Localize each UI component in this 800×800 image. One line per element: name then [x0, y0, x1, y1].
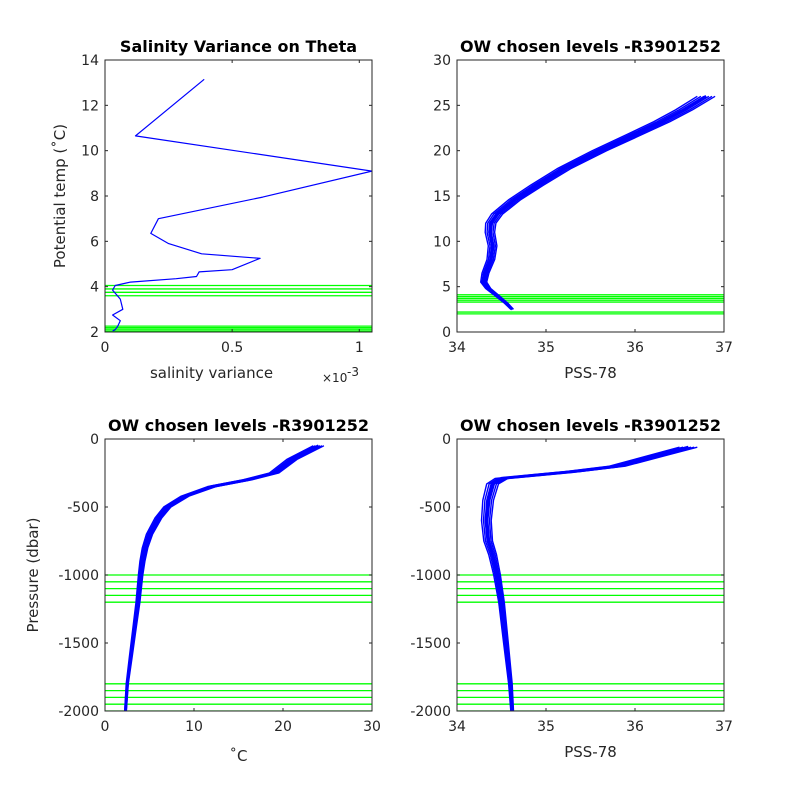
x-tick-label: 35: [537, 719, 555, 735]
x-tick-label: 34: [448, 719, 466, 735]
chart-title: OW chosen levels -R3901252: [460, 416, 721, 435]
panel-pressure-salinity: 34 35 36 37 -2000 -1500 -1000 -500 0 OW chosen le…: [410, 416, 733, 761]
y-axis-label: Pressure (dbar): [24, 518, 42, 633]
x-tick-label: 0: [101, 340, 110, 356]
y-tick-label: 15: [433, 189, 451, 205]
y-tick-label: -500: [67, 500, 99, 516]
y-tick-label: 6: [90, 234, 99, 250]
y-tick-label: 10: [81, 144, 99, 160]
x-axis-label: ˚C: [230, 747, 248, 765]
x-tick-label: 37: [715, 719, 733, 735]
profile-line: [488, 446, 695, 711]
variance-line: [111, 78, 372, 332]
plot-area: [457, 445, 724, 711]
x-tick-label: 34: [448, 340, 466, 356]
profile-line: [485, 446, 689, 711]
y-tick-label: 0: [90, 432, 99, 448]
profile-line: [486, 95, 716, 310]
y-tick-label: 2: [90, 325, 99, 341]
profile-core-line: [482, 95, 707, 311]
profile-core-line: [484, 445, 689, 711]
y-tick-label: 10: [433, 234, 451, 250]
y-axis-label: Potential temp (˚C): [51, 124, 69, 268]
axes-frame: [104, 59, 373, 333]
x-tick-label: 0.5: [221, 340, 243, 356]
x-tick-label: 10: [185, 719, 203, 735]
y-tick-label: -2000: [58, 704, 99, 720]
profile-line: [487, 446, 692, 711]
y-tick-label: 8: [90, 189, 99, 205]
chart-title: Salinity Variance on Theta: [120, 37, 357, 56]
x-tick-label: 1: [355, 340, 364, 356]
y-tick-label: 12: [81, 98, 99, 114]
x-axis-label: PSS-78: [564, 743, 617, 761]
y-tick-label: -1500: [410, 636, 451, 652]
axes-frame: [456, 59, 725, 333]
x-tick-label: 37: [715, 340, 733, 356]
plot-area: [105, 78, 372, 332]
y-tick-label: -1000: [410, 568, 451, 584]
profile-line: [480, 95, 698, 310]
x-tick-label: 36: [626, 719, 644, 735]
x-tick-label: 35: [537, 340, 555, 356]
y-tick-label: -1500: [58, 636, 99, 652]
y-tick-label: 20: [433, 144, 451, 160]
y-tick-label: 4: [90, 280, 99, 296]
profile-line: [485, 95, 713, 310]
x-exponent-power: -3: [347, 365, 359, 379]
y-tick-label: 14: [81, 53, 99, 69]
profile-line: [483, 95, 710, 310]
y-tick-label: -500: [419, 500, 451, 516]
x-axis-label: salinity variance: [150, 364, 273, 382]
profile-line: [484, 446, 687, 711]
y-tick-label: -2000: [410, 704, 451, 720]
x-axis-label: PSS-78: [564, 364, 617, 382]
plot-area: [105, 444, 372, 711]
y-tick-label: 30: [433, 53, 451, 69]
y-tick-label: -1000: [58, 568, 99, 584]
x-tick-label: 30: [363, 719, 381, 735]
y-tick-label: 25: [433, 98, 451, 114]
x-tick-label: 0: [101, 719, 110, 735]
x-tick-label: 20: [274, 719, 292, 735]
panel-pressure-temperature: 0 10 20 30 -2000 -1500 -1000 -500 0 OW chosen lev…: [24, 416, 381, 765]
panel-theta-salinity: 34 35 36 37 0 5 10 15 20 25 30 OW chosen levels -R3…: [433, 37, 733, 382]
profile-line: [482, 446, 684, 711]
profile-core-line: [124, 444, 320, 711]
y-tick-label: 0: [442, 325, 451, 341]
chart-title: OW chosen levels -R3901252: [108, 416, 369, 435]
plot-area: [457, 95, 724, 315]
x-tick-label: 36: [626, 340, 644, 356]
chart-title: OW chosen levels -R3901252: [460, 37, 721, 56]
profile-line: [490, 446, 698, 711]
y-tick-label: 0: [442, 432, 451, 448]
x-exponent-label: ×10: [322, 371, 347, 385]
y-tick-label: 5: [442, 280, 451, 296]
